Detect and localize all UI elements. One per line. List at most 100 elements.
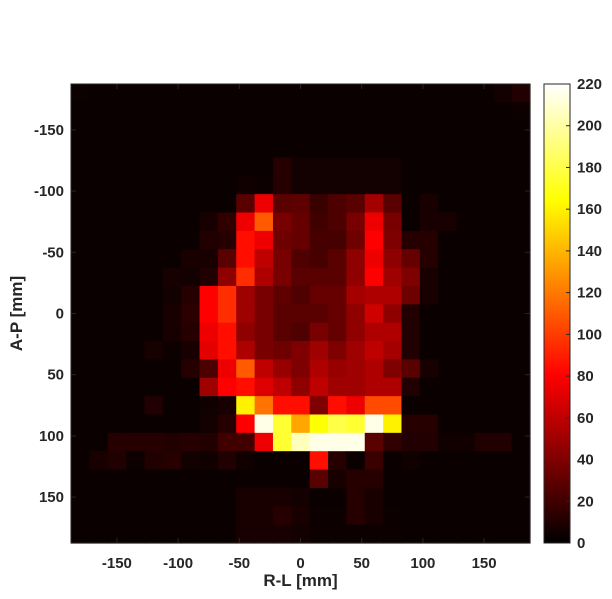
heatmap-cell xyxy=(309,396,329,416)
heatmap-cell xyxy=(474,451,494,471)
heatmap-cell xyxy=(493,322,513,342)
heatmap-cell xyxy=(456,322,476,342)
heatmap-cell xyxy=(474,120,494,140)
heatmap-cell xyxy=(493,341,513,360)
heatmap-cell xyxy=(438,396,458,416)
heatmap-cell xyxy=(181,285,201,305)
heatmap-cell xyxy=(291,212,311,232)
heatmap-cell xyxy=(419,194,439,214)
heatmap-cell xyxy=(217,230,237,250)
heatmap-cell xyxy=(162,102,182,122)
heatmap-cell xyxy=(511,212,531,232)
heatmap-cell xyxy=(383,285,403,305)
heatmap-cell xyxy=(328,304,347,324)
y-tick-label: -50 xyxy=(42,244,64,261)
heatmap-cell xyxy=(126,102,146,122)
heatmap-cell xyxy=(217,285,237,305)
heatmap-cell xyxy=(199,194,219,214)
heatmap-cell xyxy=(217,451,237,471)
heatmap-cell xyxy=(254,414,274,434)
heatmap-cell xyxy=(328,506,347,526)
heatmap-cell xyxy=(272,249,292,269)
heatmap-cell xyxy=(438,230,458,250)
heatmap-cell xyxy=(291,175,311,195)
heatmap-cell xyxy=(217,322,237,342)
heatmap-cell xyxy=(456,469,476,489)
heatmap-cell xyxy=(71,506,90,526)
heatmap-cell xyxy=(474,377,494,397)
heatmap-cell xyxy=(456,487,476,507)
heatmap-cell xyxy=(199,157,219,177)
heatmap-cell xyxy=(236,432,256,452)
heatmap-cell xyxy=(126,487,146,507)
heatmap-cell xyxy=(181,359,201,379)
heatmap-cell xyxy=(181,506,201,526)
heatmap-cell xyxy=(236,304,256,324)
heatmap-cell xyxy=(144,139,164,159)
heatmap-cell xyxy=(309,451,329,471)
heatmap-cell xyxy=(126,230,146,250)
heatmap-cell xyxy=(309,322,329,342)
heatmap-cell xyxy=(144,396,164,416)
heatmap-cell xyxy=(144,285,164,305)
heatmap-cell xyxy=(474,285,494,305)
heatmap-cell xyxy=(126,212,146,232)
heatmap-cell xyxy=(254,451,274,471)
colorbar-tick-label: 120 xyxy=(577,285,602,302)
heatmap-cell xyxy=(401,175,421,195)
heatmap-cell xyxy=(401,102,421,122)
heatmap-cell xyxy=(144,230,164,250)
heatmap-cell xyxy=(511,175,531,195)
heatmap-cell xyxy=(456,84,476,103)
heatmap-cell xyxy=(401,432,421,452)
heatmap-cell xyxy=(217,249,237,269)
heatmap-cell xyxy=(254,377,274,397)
heatmap-cell xyxy=(71,249,90,269)
heatmap-cell xyxy=(89,506,109,526)
heatmap-cell xyxy=(272,432,292,452)
heatmap-cell xyxy=(383,414,403,434)
heatmap-cell xyxy=(126,139,146,159)
heatmap-cell xyxy=(71,396,90,416)
heatmap-cell xyxy=(383,451,403,471)
heatmap-cell xyxy=(126,359,146,379)
heatmap-cell xyxy=(419,120,439,140)
heatmap-cell xyxy=(89,451,109,471)
heatmap-cell xyxy=(383,230,403,250)
heatmap-cell xyxy=(346,322,366,342)
heatmap-cell xyxy=(346,230,366,250)
heatmap-cell xyxy=(181,469,201,489)
heatmap-cell xyxy=(328,139,347,159)
heatmap-cell xyxy=(254,341,274,360)
heatmap-cell xyxy=(511,341,531,360)
heatmap-cell xyxy=(511,487,531,507)
x-axis-label: R-L [mm] xyxy=(263,571,337,590)
heatmap-cell xyxy=(474,194,494,214)
heatmap-cell xyxy=(107,322,127,342)
heatmap-cell xyxy=(291,469,311,489)
heatmap-cell xyxy=(162,359,182,379)
heatmap-cell xyxy=(419,396,439,416)
heatmap-cell xyxy=(107,84,127,103)
heatmap-cell xyxy=(346,285,366,305)
heatmap-cell xyxy=(438,249,458,269)
heatmap-cell xyxy=(346,414,366,434)
heatmap-cell xyxy=(236,230,256,250)
heatmap-cell xyxy=(162,120,182,140)
y-tick-label: 50 xyxy=(47,367,64,384)
colorbar-tick-label: 60 xyxy=(577,410,594,427)
heatmap-cell xyxy=(272,285,292,305)
heatmap-cell xyxy=(456,506,476,526)
heatmap-cell xyxy=(291,432,311,452)
heatmap-cell xyxy=(309,506,329,526)
heatmap-cell xyxy=(217,341,237,360)
heatmap-cell xyxy=(438,285,458,305)
heatmap-cell xyxy=(199,396,219,416)
heatmap-cell xyxy=(236,175,256,195)
heatmap-cell xyxy=(144,304,164,324)
heatmap-cell xyxy=(364,84,384,103)
heatmap-cell xyxy=(162,194,182,214)
heatmap-cell xyxy=(364,249,384,269)
heatmap-cell xyxy=(162,304,182,324)
